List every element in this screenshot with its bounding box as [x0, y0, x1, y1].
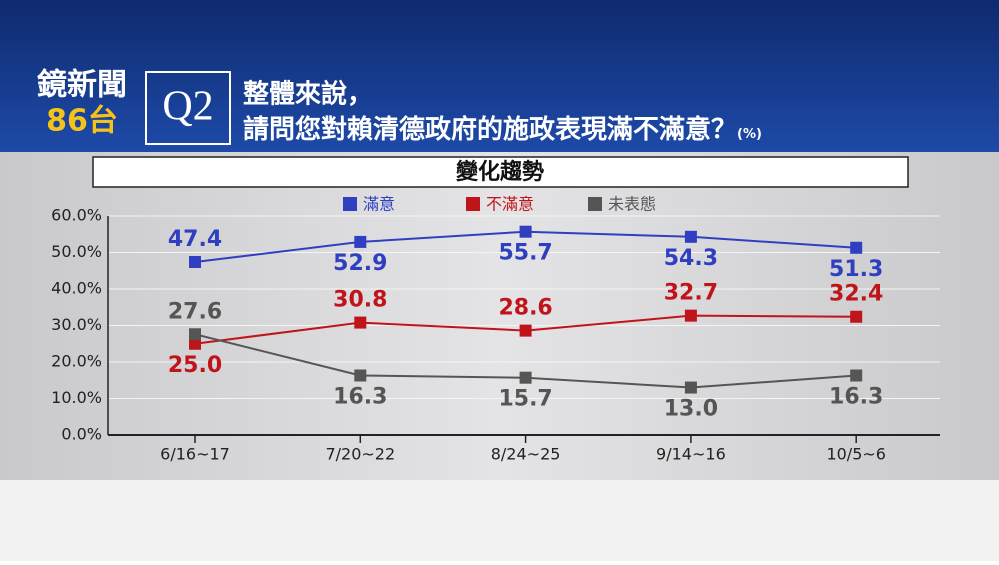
data-label: 32.4: [829, 282, 883, 307]
data-point: [850, 241, 863, 254]
unit-note: (%): [737, 127, 762, 142]
data-label: 47.4: [168, 227, 222, 252]
y-tick-label: 40.0%: [51, 279, 102, 298]
question-box: [145, 71, 231, 145]
header: [0, 0, 999, 152]
data-point: [850, 369, 863, 382]
x-tick-label: 7/20~22: [325, 445, 395, 464]
y-tick-label: 20.0%: [51, 352, 102, 371]
data-label: 25.0: [168, 353, 222, 378]
question-text: 請問您對賴清德政府的施政表現滿不滿意？: [243, 114, 737, 145]
data-label: 55.7: [498, 241, 552, 266]
question-number: Q2: [162, 84, 213, 130]
data-label: 13.0: [664, 397, 718, 422]
data-point: [850, 310, 863, 323]
data-label: 16.3: [333, 385, 387, 410]
legend-label: 滿意: [363, 195, 395, 214]
x-tick-label: 10/5~6: [826, 445, 886, 464]
data-point: [519, 371, 532, 384]
data-label: 52.9: [333, 251, 387, 276]
y-tick-label: 30.0%: [51, 315, 102, 334]
data-label: 51.3: [829, 257, 883, 282]
data-label: 30.8: [333, 288, 387, 313]
data-label: 27.6: [168, 299, 222, 324]
data-point: [519, 324, 532, 337]
legend-swatch: [343, 197, 357, 211]
chart-title-box: [92, 156, 909, 188]
chart-title: 變化趨勢: [456, 159, 544, 185]
data-label: 15.7: [498, 387, 552, 412]
data-point: [189, 337, 201, 350]
data-point: [189, 255, 201, 268]
x-tick-label: 8/24~25: [491, 445, 561, 464]
data-point: [354, 316, 367, 329]
logo: 鏡新聞: [37, 68, 127, 103]
data-label: 32.7: [664, 281, 718, 306]
data-point: [519, 225, 532, 238]
data-point: [354, 235, 367, 248]
data-point: [684, 230, 697, 243]
data-label: 16.3: [829, 385, 883, 410]
legend-label: 未表態: [608, 195, 656, 214]
question-text: 整體來說，: [243, 79, 373, 110]
y-tick-label: 50.0%: [51, 242, 102, 261]
legend-label: 不滿意: [486, 195, 534, 214]
x-tick-label: 6/16~17: [160, 445, 230, 464]
chart-background: [0, 150, 999, 480]
legend-swatch: [466, 197, 480, 211]
y-tick-label: 60.0%: [51, 206, 102, 225]
y-tick-label: 10.0%: [51, 388, 102, 407]
data-label: 28.6: [498, 296, 552, 321]
data-point: [684, 309, 697, 322]
y-tick-label: 0.0%: [61, 425, 102, 444]
data-point: [354, 369, 367, 382]
x-tick-label: 9/14~16: [656, 445, 726, 464]
logo-channel: 86台: [46, 104, 118, 139]
data-point: [189, 328, 201, 341]
legend-swatch: [588, 197, 602, 211]
question-text: 請問您對賴清德政府的施政表現滿不滿意？(%): [243, 114, 762, 145]
data-label: 54.3: [664, 246, 718, 271]
data-point: [684, 381, 697, 394]
